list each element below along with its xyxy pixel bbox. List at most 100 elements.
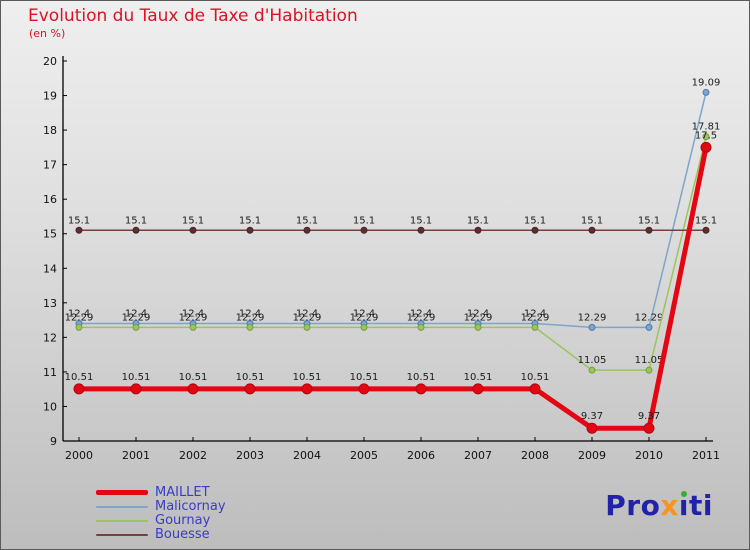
legend-swatch-maillet	[96, 490, 148, 496]
svg-text:15.1: 15.1	[695, 215, 717, 226]
svg-text:15.1: 15.1	[410, 215, 432, 226]
legend-item-gournay: Gournay	[96, 514, 226, 528]
svg-text:15.1: 15.1	[467, 215, 489, 226]
svg-text:12: 12	[43, 331, 57, 344]
chart-unit-subtitle: (en %)	[29, 27, 66, 40]
svg-text:15.1: 15.1	[125, 215, 147, 226]
svg-text:12.4: 12.4	[182, 309, 204, 320]
svg-text:16: 16	[43, 193, 57, 206]
svg-text:10.51: 10.51	[293, 372, 322, 383]
svg-text:12.4: 12.4	[467, 309, 489, 320]
svg-text:9.37: 9.37	[638, 411, 660, 422]
svg-text:15: 15	[43, 228, 57, 241]
svg-text:12.29: 12.29	[521, 312, 550, 323]
legend-swatch-gournay	[96, 519, 148, 522]
legend-swatch-malicornay	[96, 505, 148, 508]
svg-text:12.29: 12.29	[179, 312, 208, 323]
svg-text:15.1: 15.1	[638, 215, 660, 226]
legend-label: MAILLET	[155, 485, 210, 501]
svg-text:11.05: 11.05	[578, 355, 607, 366]
svg-text:11.05: 11.05	[635, 355, 664, 366]
svg-text:15.1: 15.1	[68, 215, 90, 226]
svg-text:12.29: 12.29	[464, 312, 493, 323]
svg-text:19.09: 19.09	[692, 77, 721, 88]
svg-text:11: 11	[43, 366, 57, 379]
svg-text:13: 13	[43, 297, 57, 310]
svg-text:12.29: 12.29	[236, 312, 265, 323]
svg-text:10.51: 10.51	[179, 372, 208, 383]
svg-text:12.29: 12.29	[293, 312, 322, 323]
svg-text:2009: 2009	[578, 449, 606, 462]
svg-text:2000: 2000	[65, 449, 93, 462]
svg-text:10.51: 10.51	[464, 372, 493, 383]
svg-text:12.29: 12.29	[122, 312, 151, 323]
svg-text:19: 19	[43, 90, 57, 103]
svg-text:10.51: 10.51	[65, 372, 94, 383]
legend-label: Gournay	[155, 513, 211, 529]
svg-text:10.51: 10.51	[122, 372, 151, 383]
svg-text:2007: 2007	[464, 449, 492, 462]
series-Malicornay: 12.4 12.4 12.4 12.4 12.4 12.4 12.4 12.4 12.4 12.2…	[68, 77, 721, 331]
svg-text:10.51: 10.51	[521, 372, 550, 383]
series-MAILLET: 10.51 10.51 10.51 10.51 10.51 10.51 10.51 10.51…	[65, 130, 717, 434]
svg-text:2004: 2004	[293, 449, 321, 462]
svg-text:15.1: 15.1	[182, 215, 204, 226]
svg-text:15.1: 15.1	[296, 215, 318, 226]
svg-text:9: 9	[50, 435, 57, 448]
chart-legend: MAILLET Malicornay Gournay Bouesse	[96, 486, 226, 542]
svg-text:12.4: 12.4	[296, 309, 318, 320]
svg-text:18: 18	[43, 124, 57, 137]
svg-text:15.1: 15.1	[353, 215, 375, 226]
logo-letter: Pro	[605, 489, 661, 522]
svg-text:15.1: 15.1	[581, 215, 603, 226]
svg-text:12.4: 12.4	[353, 309, 375, 320]
svg-text:14: 14	[43, 262, 57, 275]
svg-text:10: 10	[43, 400, 57, 413]
svg-text:12.4: 12.4	[524, 309, 546, 320]
legend-item-bouesse: Bouesse	[96, 528, 226, 542]
svg-text:15.1: 15.1	[239, 215, 261, 226]
svg-text:17.5: 17.5	[695, 130, 717, 141]
series-Gournay: 12.29 12.29 12.29 12.29 12.29 12.29 12.29 12.29…	[65, 122, 721, 374]
svg-text:10.51: 10.51	[407, 372, 436, 383]
logo-letter: x	[660, 489, 679, 522]
svg-text:12.29: 12.29	[407, 312, 436, 323]
axes: 9 10 11 12 13 14 15 16 17 18 19 20 2000 2001 2002 2003 2…	[43, 55, 720, 462]
svg-text:12.4: 12.4	[68, 309, 90, 320]
svg-text:2008: 2008	[521, 449, 549, 462]
svg-text:10.51: 10.51	[350, 372, 379, 383]
legend-label: Bouesse	[155, 527, 210, 543]
svg-text:12.4: 12.4	[239, 309, 261, 320]
svg-text:2003: 2003	[236, 449, 264, 462]
svg-text:12.29: 12.29	[635, 312, 664, 323]
logo-letter: ı	[678, 489, 690, 522]
svg-text:2001: 2001	[122, 449, 150, 462]
svg-text:20: 20	[43, 55, 57, 68]
svg-text:2002: 2002	[179, 449, 207, 462]
svg-text:2006: 2006	[407, 449, 435, 462]
svg-text:12.4: 12.4	[410, 309, 432, 320]
legend-item-malicornay: Malicornay	[96, 500, 226, 514]
legend-label: Malicornay	[155, 499, 226, 515]
legend-item-maillet: MAILLET	[96, 486, 226, 500]
svg-text:2005: 2005	[350, 449, 378, 462]
svg-text:10.51: 10.51	[236, 372, 265, 383]
svg-text:12.29: 12.29	[578, 312, 607, 323]
svg-text:2010: 2010	[635, 449, 663, 462]
svg-text:9.37: 9.37	[581, 411, 603, 422]
svg-text:2011: 2011	[692, 449, 720, 462]
legend-swatch-bouesse	[96, 533, 148, 536]
svg-text:12.29: 12.29	[350, 312, 379, 323]
proxiti-logo: Proxı ti	[605, 489, 713, 522]
svg-text:17.81: 17.81	[692, 122, 721, 133]
svg-text:12.4: 12.4	[125, 309, 147, 320]
svg-text:15.1: 15.1	[524, 215, 546, 226]
series-Bouesse: 15.1 15.1 15.1 15.1 15.1 15.1 15.1 15.1 15.1 15.1…	[68, 215, 717, 234]
svg-text:12.29: 12.29	[65, 312, 94, 323]
page-title: Evolution du Taux de Taxe d'Habitation	[28, 6, 358, 26]
logo-letter: ti	[689, 489, 713, 522]
svg-text:17: 17	[43, 159, 57, 172]
logo-green-dot	[680, 491, 687, 497]
